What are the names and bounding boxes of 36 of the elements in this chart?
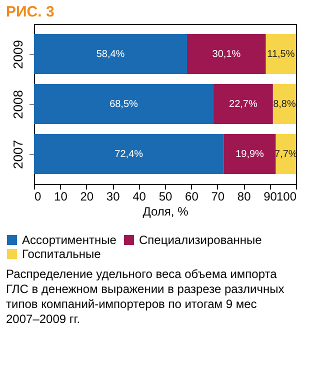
- x-tick-label: 50: [158, 190, 172, 204]
- bar: [272, 84, 296, 124]
- bar: [213, 84, 273, 124]
- x-tick-label: 30: [106, 190, 120, 204]
- bar: [34, 84, 214, 124]
- data-label: 58,4%: [96, 49, 125, 60]
- legend-label: Специализированные: [139, 233, 262, 247]
- bar: [187, 34, 266, 74]
- x-tick-label: 70: [211, 190, 225, 204]
- x-tick-label: 10: [54, 190, 68, 204]
- x-tick-label: 60: [185, 190, 199, 204]
- x-tick-label: 20: [80, 190, 94, 204]
- chart-title: РИС. 3: [6, 4, 54, 20]
- y-tick-label: 2007: [10, 140, 26, 169]
- x-axis-title: Доля, %: [142, 204, 189, 218]
- data-label: 68,5%: [110, 99, 138, 110]
- y-tick-label: 2009: [10, 40, 26, 69]
- bar: [34, 34, 188, 74]
- bar: [34, 134, 224, 174]
- data-label: 22,7%: [229, 99, 258, 110]
- data-label: 19,9%: [236, 149, 264, 160]
- legend-label: Госпитальные: [22, 247, 102, 261]
- data-label: 11,5%: [267, 49, 295, 60]
- data-label: 8,8%: [273, 99, 296, 110]
- legend-label: Ассортиментные: [22, 233, 117, 247]
- x-tick-label: 90: [264, 190, 278, 204]
- text: Распределение удельного веса объема импорта ГЛС в денежном выражении в разрезе различных типов компаний-импортеров по итогам 9 мес 2007–2009 гг.: [6, 267, 284, 326]
- bar: [224, 134, 276, 174]
- data-label: 30,1%: [212, 49, 241, 60]
- x-tick-label: 0: [34, 190, 42, 204]
- x-tick-label: 100: [276, 190, 297, 204]
- bar: [266, 34, 296, 74]
- x-tick-label: 80: [237, 190, 252, 204]
- data-label: 72,4%: [114, 149, 144, 160]
- x-tick-label: 40: [132, 190, 146, 204]
- y-tick-label: 2008: [10, 90, 26, 119]
